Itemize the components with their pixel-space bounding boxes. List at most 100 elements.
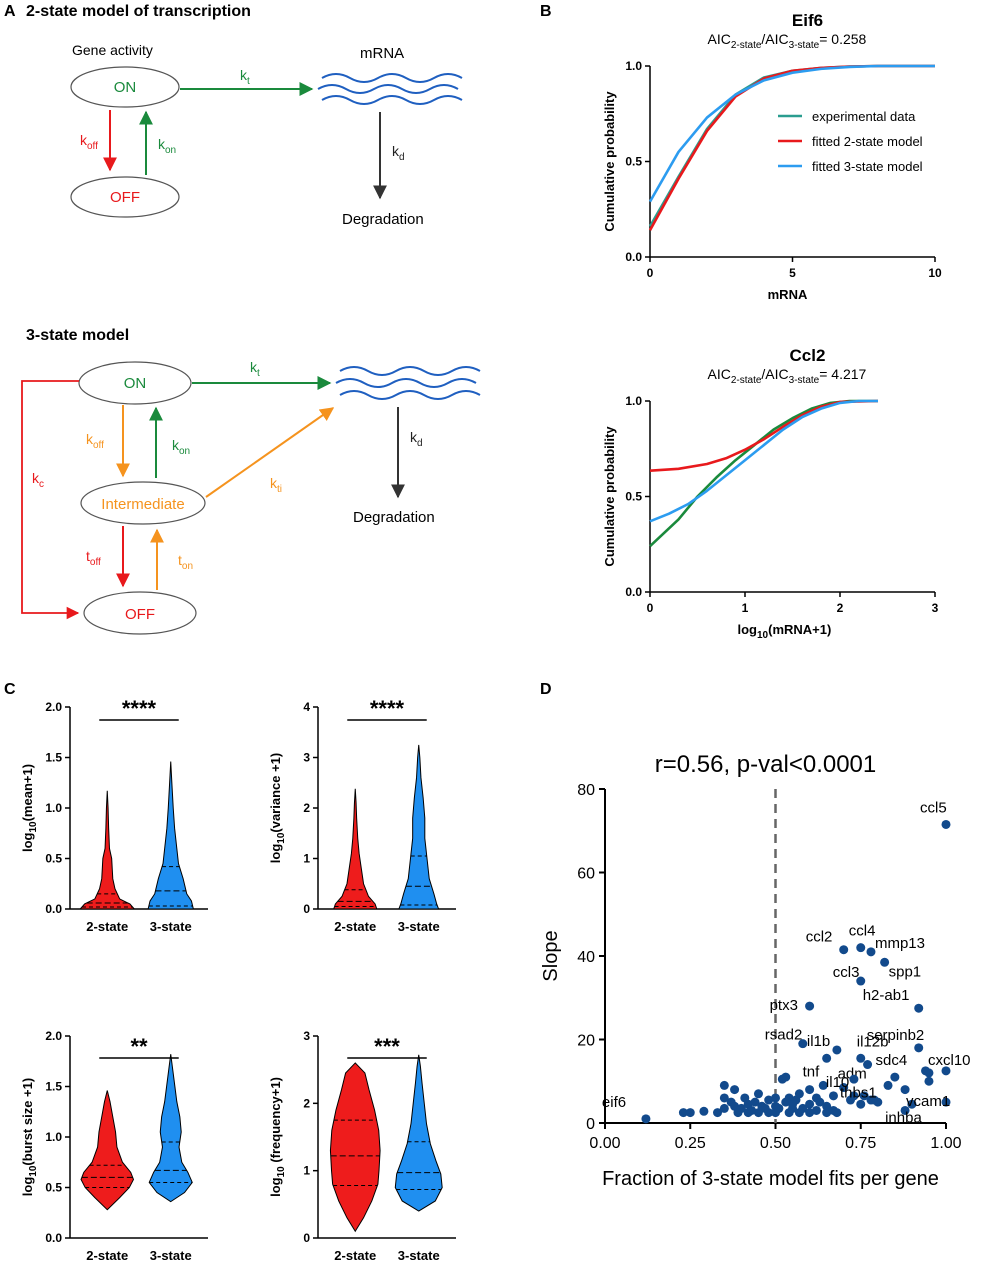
x-category-label: 2-state: [86, 1248, 128, 1263]
violin-shape: [394, 1054, 443, 1212]
chart-title: r=0.56, p-val<0.0001: [655, 751, 877, 778]
scatter-point: [811, 1105, 821, 1115]
scatter-point: [678, 1108, 688, 1118]
y-tick-label: 1.5: [45, 751, 62, 765]
on-state-node: [70, 66, 180, 108]
kt-label-3: kt: [250, 359, 260, 379]
scatter-point-labeled: [863, 1060, 873, 1070]
y-tick-label: 0: [303, 1231, 310, 1245]
y-tick-label: 1.0: [45, 1130, 62, 1144]
intermediate-state-label: Intermediate: [101, 496, 184, 513]
scatter-point: [818, 1080, 828, 1090]
x-tick-label: 1.00: [930, 1135, 961, 1152]
y-tick-label: 3: [303, 751, 310, 765]
kti-arrow: [205, 407, 335, 498]
point-label: il1b: [807, 1033, 830, 1050]
y-tick-label: 1.0: [625, 394, 642, 408]
scatter-point: [890, 1072, 900, 1082]
scatter-point: [839, 1083, 849, 1093]
scatter-point: [798, 1103, 808, 1113]
point-label: cxcl10: [928, 1052, 971, 1069]
chart-slope: r=0.56, p-val<0.0001 0.00 0.25 0.50 0.75 1.00…: [540, 751, 971, 1190]
chart-mean: 0.0 0.5 1.0 1.5 2.0 log10(mean+1) 2-state 3-sta…: [20, 696, 208, 934]
scatter-point-labeled: [805, 1001, 815, 1011]
scatter-point-labeled: [900, 1105, 910, 1115]
legend-entry: fitted 2-state model: [812, 134, 923, 149]
y-axis-label: Cumulative probability: [602, 91, 617, 232]
significance-stars: ***: [374, 1034, 400, 1059]
y-tick-label: 2: [303, 801, 310, 815]
point-label: adm: [838, 1066, 867, 1083]
kon-label: kon: [158, 136, 176, 156]
scatter-point: [771, 1093, 780, 1103]
x-tick-label: 3: [932, 601, 939, 615]
y-tick-label: 2.0: [45, 700, 62, 714]
scatter-point-labeled: [921, 1066, 931, 1076]
violin-shape: [333, 788, 378, 910]
scatter-point: [750, 1097, 760, 1107]
y-tick-label: 1: [303, 852, 310, 866]
toff-label: toff: [86, 548, 101, 568]
kc-arrow: [21, 380, 80, 620]
scatter-point: [764, 1095, 774, 1105]
on-state-label: ON: [114, 79, 137, 96]
y-tick-label: 1.0: [45, 801, 62, 815]
point-label: serpinb2: [867, 1027, 925, 1044]
point-label: ccl2: [806, 929, 833, 946]
y-tick-label: 0.5: [625, 155, 642, 169]
x-category-label: 3-state: [150, 1248, 192, 1263]
y-tick-label: 2: [303, 1096, 310, 1110]
chart-subtitle: AIC2-state/AIC3-state= 0.258: [708, 31, 867, 51]
y-tick-label: 0: [303, 902, 310, 916]
y-axis-label: log10(mean+1): [20, 764, 39, 852]
scatter-point-labeled: [941, 819, 951, 829]
point-label: rsad2: [765, 1027, 803, 1044]
scatter-point-labeled: [849, 1074, 859, 1084]
y-tick-label: 40: [577, 949, 595, 966]
y-tick-label: 60: [577, 866, 595, 883]
scatter-point-labeled: [914, 1043, 924, 1053]
y-tick-label: 0.5: [45, 1181, 62, 1195]
point-label: ccl4: [849, 923, 876, 940]
scatter-point-labeled: [856, 943, 866, 953]
scatter-point: [685, 1108, 695, 1118]
off-state-label-3: OFF: [125, 606, 155, 623]
y-tick-label: 0.0: [45, 1231, 62, 1245]
scatter-point: [719, 1103, 729, 1113]
x-axis-label: Fraction of 3-state model fits per gene: [602, 1168, 939, 1190]
scatter-point: [815, 1097, 825, 1107]
point-label: ptx3: [770, 997, 798, 1014]
scatter-point-labeled: [839, 945, 849, 955]
scatter-point: [719, 1080, 729, 1090]
scatter-point: [859, 1091, 869, 1101]
panel-label-d: D: [540, 681, 552, 698]
degradation-label: Degradation: [342, 211, 424, 228]
point-label: spp1: [889, 963, 922, 980]
two-state-title: 2-state model of transcription: [26, 3, 251, 20]
scatter-point: [713, 1108, 723, 1118]
significance-stars: ****: [122, 696, 157, 721]
scatter-point: [805, 1099, 815, 1109]
point-label: vcam1: [906, 1093, 950, 1110]
scatter-point-labeled: [798, 1039, 808, 1049]
violin-shape: [147, 761, 195, 910]
degradation-label-3: Degradation: [353, 509, 435, 526]
series-line: [649, 399, 878, 523]
y-tick-label: 0.0: [625, 250, 642, 264]
y-tick-label: 1.0: [625, 59, 642, 73]
chart-frequency: 0 1 2 3 log10 (frequency+1) 2-state 3-state ***: [268, 1029, 456, 1263]
chart-burst: 0.0 0.5 1.0 1.5 2.0 log10(burst size +1) 2-sta…: [20, 1029, 208, 1263]
koff-label-3: koff: [86, 431, 104, 451]
chart-title: Ccl2: [790, 346, 826, 365]
x-tick-label: 0: [647, 266, 654, 280]
y-tick-label: 4: [303, 700, 310, 714]
significance-stars: **: [130, 1034, 148, 1059]
y-tick-label: 2.0: [45, 1029, 62, 1043]
on-state-label-3: ON: [124, 375, 147, 392]
y-tick-label: 0.0: [45, 902, 62, 916]
legend-entry: experimental data: [812, 109, 916, 124]
mrna-wave-icon-3: [335, 366, 481, 400]
scatter-point: [832, 1108, 842, 1118]
